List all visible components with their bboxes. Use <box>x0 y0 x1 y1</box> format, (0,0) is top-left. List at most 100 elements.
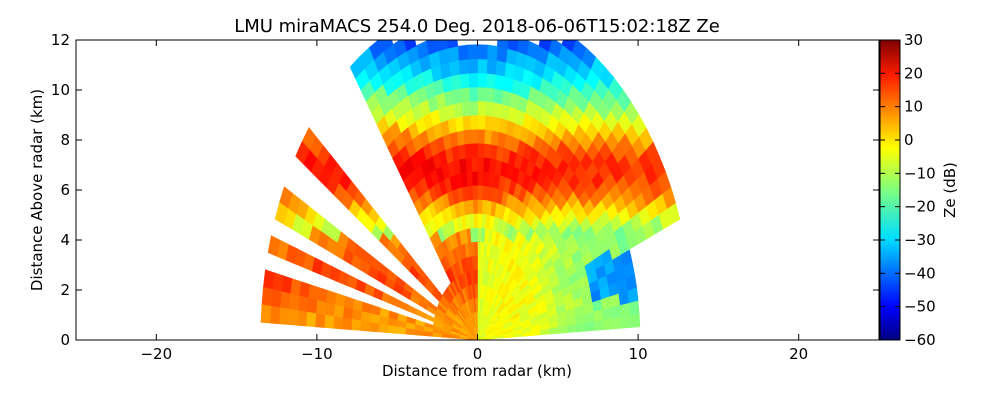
ze-cell <box>457 44 469 61</box>
x-axis-label: Distance from radar (km) <box>382 362 572 380</box>
ze-cell <box>270 289 282 309</box>
ze-cell <box>506 40 519 52</box>
ze-cell <box>407 304 418 315</box>
ze-cell <box>477 269 481 285</box>
colorbar-tick-label: −50 <box>904 298 936 316</box>
ze-cell <box>492 101 502 119</box>
ze-cell <box>481 185 489 201</box>
ze-cell <box>467 58 478 74</box>
ze-cell <box>483 129 493 145</box>
ze-cell <box>404 327 415 336</box>
x-tick-label: −20 <box>140 345 172 363</box>
ze-cell <box>482 157 491 173</box>
ze-cell <box>448 59 460 77</box>
ze-cell <box>350 319 362 331</box>
y-tick-label: 4 <box>60 231 70 249</box>
ze-cell <box>360 311 371 323</box>
ze-cell <box>477 213 483 229</box>
ze-cell <box>463 143 472 159</box>
ze-cell <box>477 44 488 60</box>
colorbar-tick-label: 20 <box>904 64 923 82</box>
colorbar-tick-label: 10 <box>904 98 923 116</box>
ze-cell <box>471 170 478 186</box>
ze-cell <box>481 199 488 215</box>
ze-cell <box>482 171 490 187</box>
colorbar-tick-label: −20 <box>904 198 936 216</box>
ze-cell <box>470 142 478 158</box>
ze-cell <box>278 307 290 325</box>
ze-cell <box>287 308 299 326</box>
ze-cell <box>395 326 406 335</box>
ze-cell <box>315 300 327 316</box>
ze-cell <box>295 141 310 165</box>
ze-cell <box>477 128 485 144</box>
colorbar-tick-label: −60 <box>904 331 936 349</box>
ze-cell <box>267 235 281 257</box>
ze-cell <box>386 324 397 334</box>
ze-cell <box>477 241 482 257</box>
ze-cell <box>314 313 326 328</box>
ze-cell <box>477 170 484 186</box>
colorbar-tick-label: −30 <box>904 231 936 249</box>
ze-cell <box>279 291 291 310</box>
x-tick-label: 10 <box>629 345 648 363</box>
y-axis-label: Distance Above radar (km) <box>28 89 46 291</box>
ze-cell <box>341 317 353 331</box>
ze-cell <box>446 40 459 49</box>
ze-cell <box>477 86 487 102</box>
colorbar-ticks: 30 20 10 0 −10 −20 −30 −40 −50 −60 <box>880 31 936 349</box>
ze-cell <box>501 89 512 107</box>
ze-cell <box>458 58 469 75</box>
ze-cell <box>403 40 417 52</box>
ze-cell <box>489 143 498 160</box>
y-tick-label: 2 <box>60 281 70 299</box>
colorbar-tick-label: −40 <box>904 264 936 282</box>
x-tick-label: 20 <box>789 345 808 363</box>
ze-cell <box>477 58 488 74</box>
ze-cell <box>628 300 640 316</box>
ze-cell <box>620 314 632 329</box>
ze-cell <box>325 289 337 306</box>
ze-cell <box>323 314 335 329</box>
ze-cell <box>477 255 481 271</box>
ze-cell <box>377 323 389 333</box>
ze-cell <box>424 313 435 323</box>
ze-cell <box>538 40 552 52</box>
ze-cell <box>477 199 483 214</box>
ze-cell <box>469 114 478 130</box>
ze-cell <box>274 202 289 225</box>
ze-cell <box>316 287 328 303</box>
ze-cell <box>485 86 495 103</box>
ze-cell <box>477 184 484 200</box>
y-tick-label: 10 <box>51 81 70 99</box>
ze-cell <box>389 296 401 308</box>
ze-cell <box>368 322 380 333</box>
ze-cell <box>571 40 587 61</box>
ze-cell <box>629 313 641 328</box>
ze-cell <box>359 320 371 332</box>
ze-cell <box>459 72 470 89</box>
ze-cell <box>490 129 500 146</box>
ze-cell <box>460 86 470 103</box>
ze-cell <box>342 306 353 320</box>
y-tick-label: 6 <box>60 181 70 199</box>
ze-cell <box>468 72 478 88</box>
colorbar-tick-label: −10 <box>904 164 936 182</box>
ze-cell <box>351 308 362 322</box>
x-axis: −20 −10 0 10 20 <box>140 40 808 363</box>
ze-cell <box>548 40 563 58</box>
ze-cell <box>349 56 365 79</box>
ze-cell <box>486 44 498 61</box>
ze-cell <box>496 45 508 63</box>
ze-cell <box>296 310 308 327</box>
ze-cell <box>379 40 394 53</box>
ze-cell <box>306 297 318 314</box>
ze-cell <box>263 269 275 290</box>
ze-cell <box>477 227 482 243</box>
ze-cell <box>469 100 478 116</box>
ze-cell <box>602 317 614 331</box>
ze-cell <box>477 156 484 172</box>
ze-cell <box>447 45 459 63</box>
plot-area <box>260 40 681 340</box>
